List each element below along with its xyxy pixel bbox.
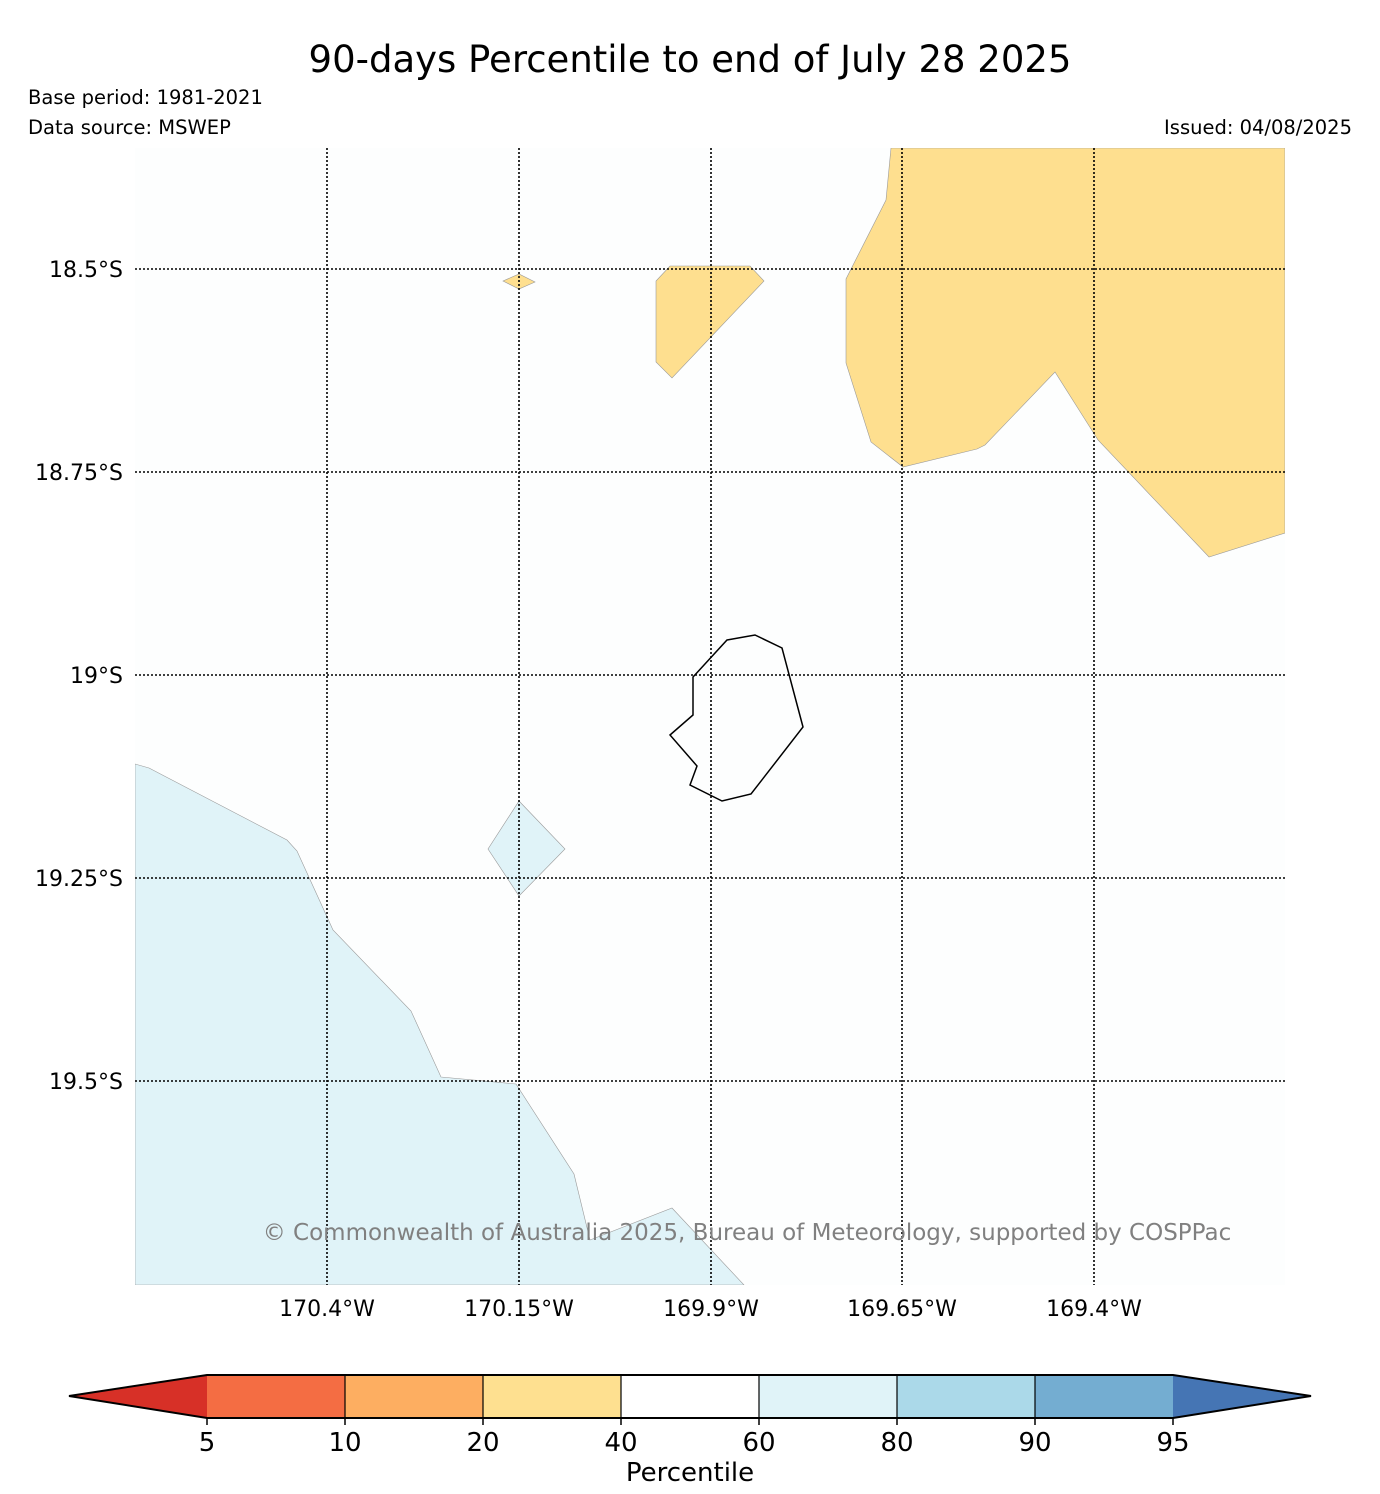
dry-region-northeast [845,148,1285,558]
colorbar-tick-95: 95 [1156,1428,1189,1458]
island-outline [668,634,804,802]
colorbar-tick-60: 60 [742,1428,775,1458]
colorbar-tick-90: 90 [1018,1428,1051,1458]
lat-label-0: 18.5°S [49,258,123,283]
colorbar-extend-low [69,1375,207,1418]
copyright-text: © Commonwealth of Australia 2025, Bureau… [263,1220,1232,1246]
lon-label-4: 169.4°W [1046,1297,1142,1322]
dry-region-north [655,265,765,379]
lat-label-1: 18.75°S [35,461,123,486]
data-source: Data source: MSWEP [28,116,231,139]
colorbar: 5 10 20 40 60 80 90 95 Percentile [68,1374,1312,1488]
colorbar-tick-20: 20 [466,1428,499,1458]
map-title: 90-days Percentile to end of July 28 202… [308,38,1072,81]
base-period: Base period: 1981-2021 [28,86,263,109]
colorbar-segment-90-95 [1035,1375,1173,1418]
colorbar-tick-5: 5 [199,1428,216,1458]
colorbar-segment-80-90 [897,1375,1035,1418]
lon-label-2: 169.9°W [663,1297,759,1322]
lon-label-3: 169.65°W [847,1297,957,1322]
lat-label-2: 19°S [70,664,123,689]
colorbar-label: Percentile [626,1458,754,1488]
lon-label-0: 170.4°W [279,1297,375,1322]
graticule [135,148,1285,1285]
lat-label-4: 19.5°S [49,1070,123,1095]
lat-label-3: 19.25°S [35,867,123,892]
colorbar-segment-5-10 [207,1375,345,1418]
colorbar-tick-80: 80 [880,1428,913,1458]
colorbar-tick-40: 40 [604,1428,637,1458]
colorbar-segment-60-80 [759,1375,897,1418]
lon-label-1: 170.15°W [464,1297,574,1322]
colorbar-extend-high [1173,1375,1311,1418]
colorbar-segment-20-40 [483,1375,621,1418]
colorbar-segment-10-20 [345,1375,483,1418]
colorbar-segment-40-60 [621,1375,759,1418]
wet-region-southwest [135,763,745,1285]
issued-date: Issued: 04/08/2025 [1164,116,1352,139]
colorbar-tick-10: 10 [328,1428,361,1458]
